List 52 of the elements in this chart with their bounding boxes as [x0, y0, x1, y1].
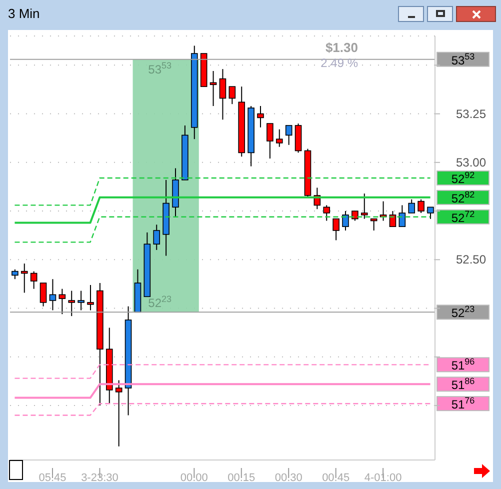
candlestick: [49, 278, 56, 311]
x-tick-label: 00:45: [322, 472, 350, 484]
x-tick-label: 4-01:00: [364, 472, 402, 484]
text: 52$^{82}$: [451, 189, 475, 206]
candlestick: [219, 68, 226, 120]
candlestick: [276, 128, 283, 148]
candlestick: [342, 210, 349, 231]
x-tick-label: 00:00: [180, 472, 208, 484]
candlestick: [323, 204, 330, 222]
candlestick: [398, 204, 406, 228]
annotation: 2.49 %: [320, 56, 358, 70]
candlestick: [20, 263, 28, 294]
candlestick: [87, 284, 94, 311]
candlestick: [427, 206, 434, 220]
candlestick: [285, 124, 292, 146]
chart-title: 3 Min: [8, 6, 40, 21]
candlestick: [58, 288, 66, 315]
candlestick: [408, 198, 416, 214]
candlestick: [115, 380, 122, 447]
text: 52$^{72}$: [451, 208, 475, 225]
candlestick: [266, 123, 274, 160]
x-tick-label: 00:15: [228, 472, 256, 484]
annotation: $1.30: [324, 40, 358, 55]
candlestick: [332, 218, 340, 241]
y-tick-label: 52.50: [456, 252, 486, 267]
text: 51$^{76}$: [451, 396, 475, 412]
x-tick-label: 00:30: [274, 472, 302, 484]
candlestick: [370, 218, 378, 231]
candlestick: [360, 193, 368, 220]
text: 53$^{53}$: [451, 51, 475, 68]
annotation: 53$^{53}$: [148, 60, 172, 76]
y-tick-label: 53.25: [456, 106, 486, 121]
y-tick-label: 53.00: [456, 155, 486, 170]
x-tick-label: 3-23:30: [81, 472, 118, 484]
candlestick: [78, 290, 84, 311]
candlestick: [389, 210, 396, 228]
text: 52$^{92}$: [451, 170, 475, 186]
text: 52$^{23}$: [451, 304, 475, 320]
candlestick: [257, 106, 264, 128]
candlestick: [153, 224, 160, 250]
x-tick-label: 05:45: [38, 472, 66, 484]
candlestick: [68, 290, 76, 317]
candlestick: [352, 210, 358, 222]
annotation: 52$^{23}$: [148, 294, 172, 310]
candlestick: [12, 268, 18, 280]
candlestick: [418, 198, 424, 214]
candlestick: [30, 270, 38, 290]
candlestick: [40, 282, 47, 307]
candlestick: [210, 70, 217, 107]
text: 51$^{86}$: [451, 376, 475, 392]
candlestick: [228, 86, 236, 105]
text: 51$^{96}$: [451, 356, 475, 373]
